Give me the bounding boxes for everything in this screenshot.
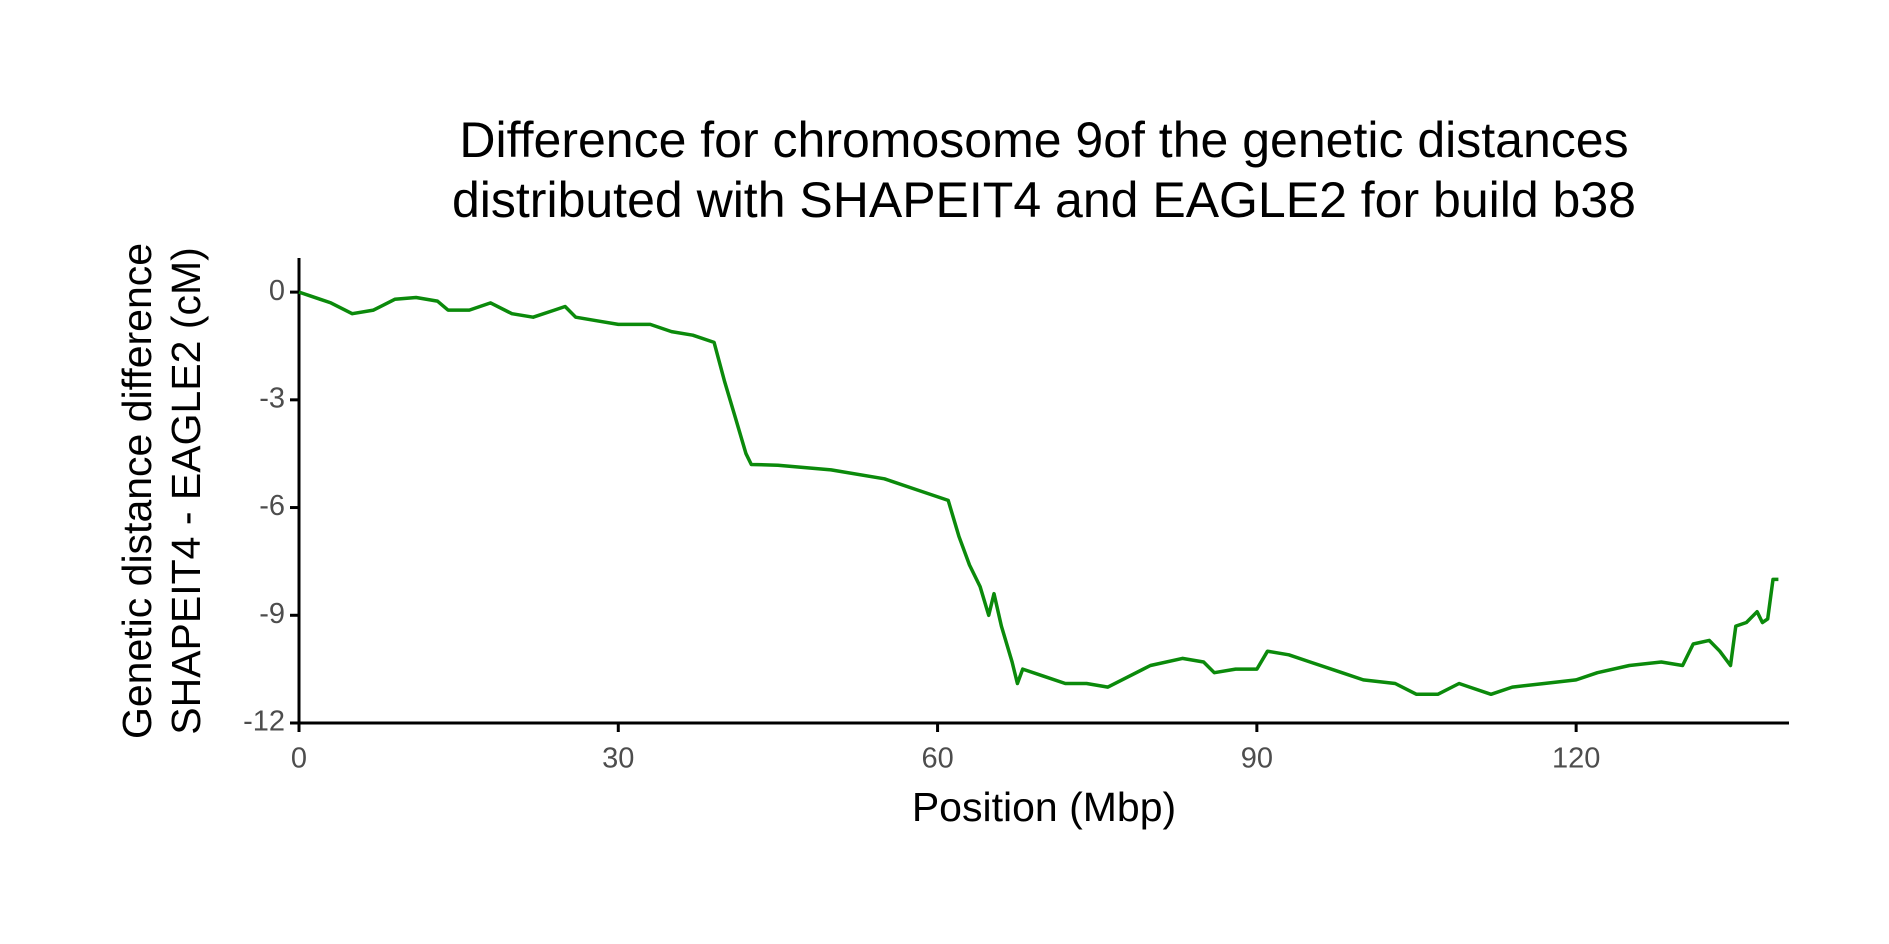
- chart-title: Difference for chromosome 9of the geneti…: [459, 112, 1628, 168]
- y-tick-label: -3: [259, 382, 285, 414]
- chart-title: distributed with SHAPEIT4 and EAGLE2 for…: [452, 172, 1636, 228]
- x-tick-label: 0: [291, 743, 307, 775]
- y-tick-label: -9: [259, 598, 285, 630]
- x-tick-label: 120: [1552, 743, 1600, 775]
- x-tick-label: 90: [1241, 743, 1273, 775]
- x-axis-title: Position (Mbp): [912, 784, 1176, 830]
- y-tick-label: -6: [259, 490, 285, 522]
- y-axis-title: Genetic distance difference: [114, 243, 160, 739]
- data-line: [298, 290, 1779, 697]
- y-tick-label: -12: [243, 706, 285, 738]
- x-tick-label: 30: [602, 743, 634, 775]
- y-axis-title: SHAPEIT4 - EAGLE2 (cM): [163, 247, 209, 735]
- x-tick-label: 60: [921, 743, 953, 775]
- y-tick-label: 0: [269, 275, 285, 307]
